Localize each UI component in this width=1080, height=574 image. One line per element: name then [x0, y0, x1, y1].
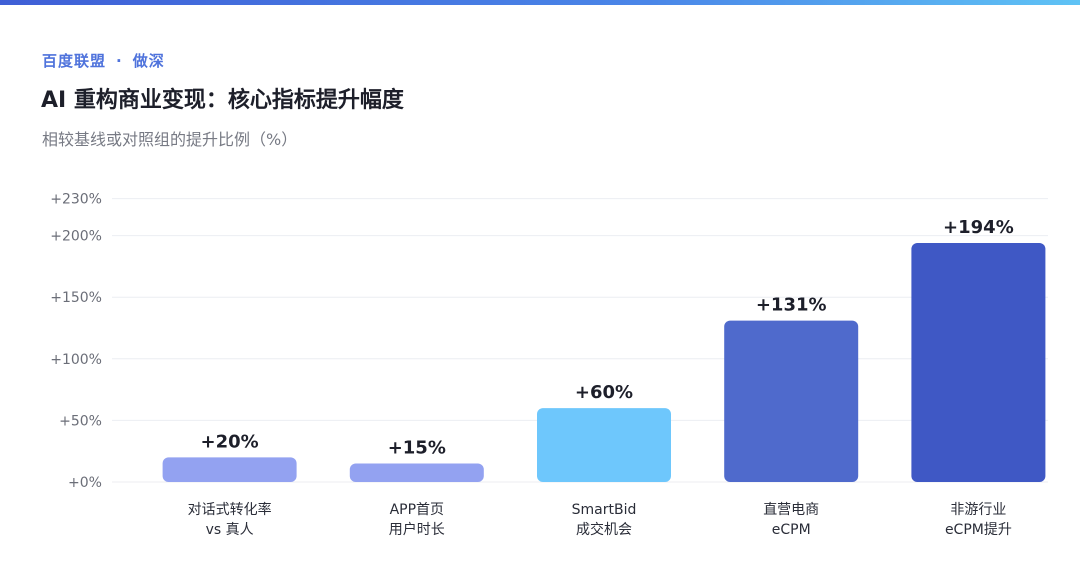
- bar-chart: +0% +50% +100% +150% +200% +230% +20% +15% +60%…: [50, 192, 1048, 538]
- y-tick-label: +0%: [68, 475, 102, 491]
- category-label: eCPM提升: [945, 522, 1012, 538]
- y-axis-ticks: +0% +50% +100% +150% +200% +230%: [50, 192, 102, 491]
- value-label: +131%: [756, 295, 827, 316]
- category-label: 对话式转化率: [188, 501, 272, 518]
- value-label: +20%: [201, 431, 259, 452]
- category-label: vs 真人: [206, 522, 254, 538]
- value-label: +60%: [575, 382, 633, 403]
- category-label: 用户时长: [389, 521, 445, 538]
- y-tick-label: +200%: [50, 229, 102, 245]
- bar: [911, 242, 1046, 482]
- y-tick-label: +100%: [50, 352, 102, 368]
- bar: [724, 320, 859, 482]
- category-label: eCPM: [772, 522, 811, 538]
- bar: [162, 457, 297, 482]
- brand-name: 百度联盟: [42, 52, 107, 70]
- y-tick-label: +230%: [50, 192, 102, 208]
- brand-tagline: 做深: [132, 52, 165, 70]
- category-label: APP首页: [390, 502, 444, 518]
- brand-separator: ·: [116, 52, 123, 70]
- value-labels: +20% +15% +60% +131% +194%: [201, 217, 1014, 459]
- y-tick-label: +50%: [59, 413, 102, 429]
- y-tick-label: +150%: [50, 290, 102, 306]
- brand-line: 百度联盟 · 做深: [42, 50, 165, 71]
- value-label: +15%: [388, 438, 446, 459]
- category-label: SmartBid: [572, 502, 637, 518]
- top-accent-bar: [0, 0, 1080, 5]
- page-subtitle: 相较基线或对照组的提升比例（%）: [42, 130, 298, 149]
- category-label: 非游行业: [950, 502, 1006, 518]
- bar: [349, 463, 484, 482]
- bar: [537, 408, 671, 482]
- category-label: 直营电商: [763, 501, 819, 518]
- bars: [162, 242, 1046, 482]
- value-label: +194%: [943, 217, 1014, 238]
- grid-lines: [112, 198, 1048, 483]
- page-title: AI 重构商业变现：核心指标提升幅度: [41, 88, 404, 113]
- category-label: 成交机会: [576, 521, 632, 538]
